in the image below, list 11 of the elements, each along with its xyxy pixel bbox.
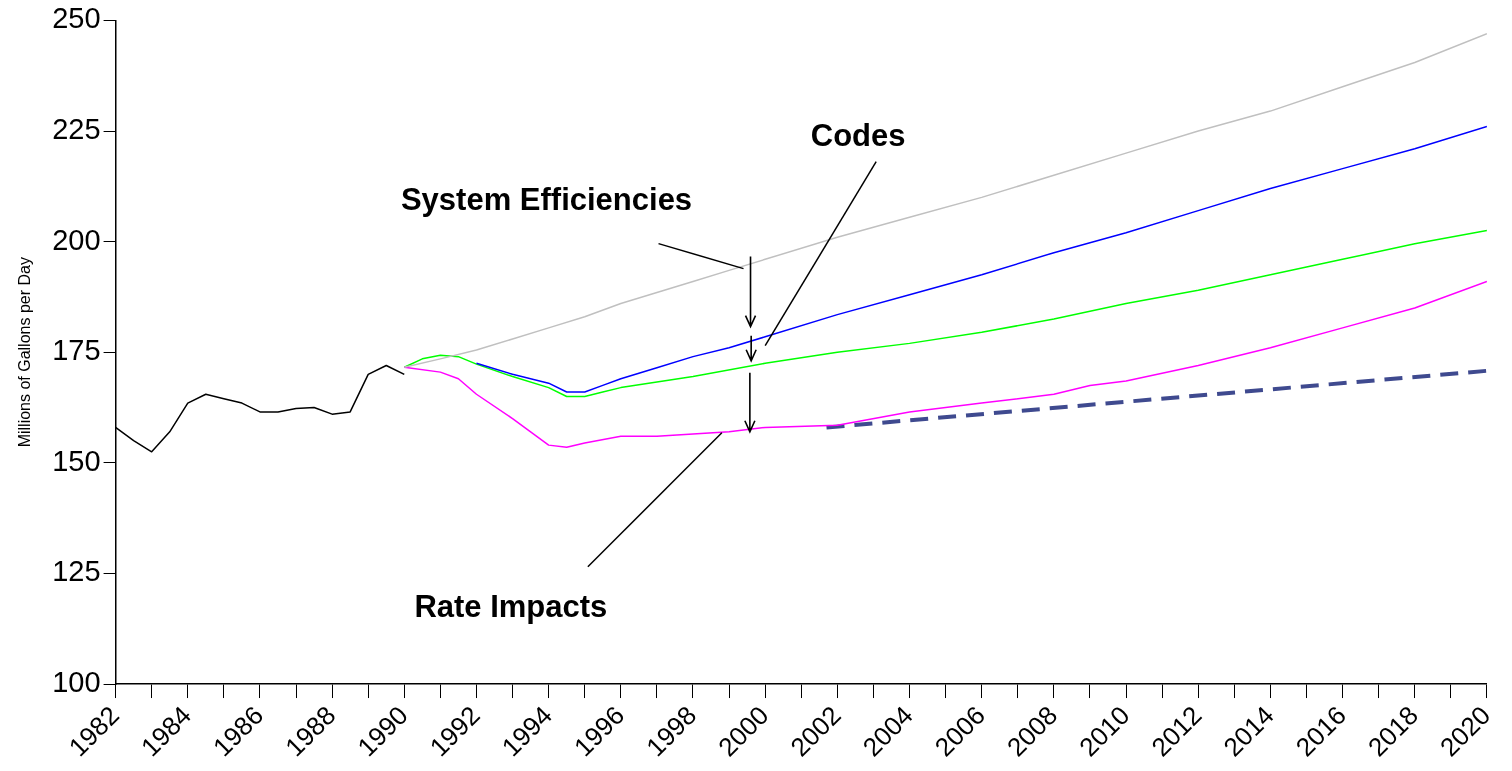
y-tick-label: 225 <box>52 113 101 146</box>
annotation: System Efficiencies <box>400 181 693 218</box>
annotation: Rate Impacts <box>414 588 608 625</box>
annotation: Codes <box>810 117 906 154</box>
y-tick-label: 125 <box>52 555 101 588</box>
y-tick-label: 175 <box>52 334 101 367</box>
y-tick-label: 100 <box>52 666 101 699</box>
y-tick-label: 200 <box>52 223 101 256</box>
y-tick-label: 250 <box>52 2 101 35</box>
y-axis-title: Millions of Gallons per Day <box>16 257 34 448</box>
y-tick-label: 150 <box>52 444 101 477</box>
